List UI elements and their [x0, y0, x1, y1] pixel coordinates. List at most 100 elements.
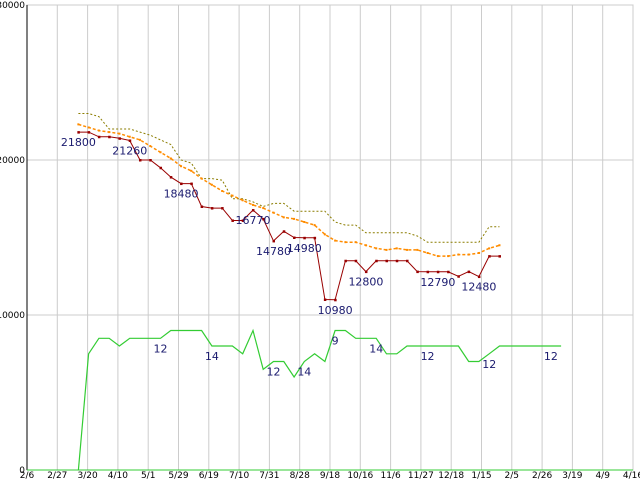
series-average-point	[447, 255, 450, 258]
price-data-label: 12480	[461, 281, 496, 294]
series-price-point	[128, 139, 132, 142]
count-data-label: 12	[482, 358, 496, 371]
x-tick-label: 5/29	[168, 471, 188, 480]
x-tick-label: 3/19	[562, 471, 582, 480]
series-average-point	[77, 123, 80, 126]
x-tick-label: 11/6	[380, 471, 400, 480]
series-price-point	[406, 259, 409, 263]
series-average-point	[375, 247, 378, 250]
series-price-point	[118, 137, 121, 140]
series-price-point	[426, 270, 430, 274]
series-average-point	[498, 244, 501, 247]
series-average-point	[190, 169, 193, 172]
series-average-point	[241, 199, 244, 202]
x-tick-label: 4/10	[108, 471, 128, 480]
series-average-point	[385, 248, 388, 251]
series-price-point	[200, 205, 204, 208]
series-average-point	[395, 247, 398, 250]
series-average-point	[87, 126, 90, 129]
series-count-line	[77, 328, 562, 471]
x-tick-label: 4/9	[595, 471, 610, 480]
series-price-point	[395, 259, 399, 263]
series-average-point	[221, 190, 224, 192]
series-price-point	[251, 209, 255, 212]
y-tick-label: 30000	[0, 1, 25, 11]
x-tick-label: 4/16	[623, 471, 640, 480]
series-average-point	[118, 132, 121, 135]
series-average-point	[354, 241, 357, 244]
series-price-point	[457, 275, 460, 278]
series-average-point	[149, 145, 152, 148]
x-tick-label: 6/19	[199, 471, 219, 480]
x-tick-label: 1/15	[471, 471, 491, 480]
series-average-point	[180, 165, 183, 168]
series-price-point	[293, 236, 296, 239]
price-data-label: 18480	[164, 188, 199, 201]
count-data-label: 14	[205, 350, 219, 363]
series-average-line	[78, 123, 500, 257]
series-average-point	[128, 135, 131, 138]
series-price-point	[190, 182, 193, 186]
price-data-label: 12800	[348, 276, 383, 289]
series-price-point	[447, 270, 450, 274]
series-average-point	[138, 138, 141, 141]
x-tick-label: 8/28	[290, 471, 310, 480]
x-tick-label: 7/10	[229, 471, 249, 480]
x-tick-label: 2/5	[505, 471, 519, 480]
series-average-point	[293, 217, 296, 220]
y-tick-label: 0	[19, 466, 25, 476]
series-price-point	[138, 159, 142, 162]
series-average-point	[323, 233, 326, 236]
series-average-point	[467, 253, 470, 256]
series-price-point	[375, 259, 378, 263]
price-data-label: 14980	[287, 242, 322, 255]
y-tick-label: 20000	[0, 156, 25, 166]
series-average-point	[426, 252, 429, 254]
series-average-point	[210, 183, 213, 186]
series-price-point	[262, 217, 265, 221]
series-price-point	[149, 159, 152, 162]
series-average-point	[303, 221, 306, 223]
series-average-point	[169, 157, 172, 160]
series-average-point	[488, 247, 491, 250]
x-tick-label: 5/1	[141, 471, 155, 480]
series-price-point	[169, 176, 173, 179]
x-tick-label: 2/26	[532, 471, 552, 480]
x-tick-label: 2/6	[20, 471, 35, 480]
series-price-point	[498, 255, 501, 258]
count-data-label: 12	[421, 350, 435, 363]
series-average-point	[477, 252, 480, 254]
count-data-label: 12	[267, 366, 281, 379]
series-average-point	[272, 211, 275, 214]
series-average-point	[97, 129, 100, 132]
series-price-point	[231, 219, 234, 222]
series-price-point	[180, 182, 183, 186]
series-average-point	[313, 224, 316, 227]
series-price-point	[210, 207, 214, 210]
series-price-point	[87, 131, 91, 134]
series-average-point	[436, 255, 439, 258]
series-price-point	[313, 236, 317, 240]
series-price-point	[108, 135, 111, 139]
series-price-point	[488, 255, 491, 258]
series-upper-line	[78, 113, 500, 243]
series-price-point	[364, 270, 368, 274]
series-price-point	[303, 236, 306, 240]
series-price-line	[78, 131, 500, 301]
series-average-point	[262, 207, 265, 210]
series-price-point	[354, 259, 358, 263]
series-price-point	[467, 270, 471, 274]
price-data-label: 16770	[235, 214, 270, 227]
series-average-point	[364, 244, 367, 247]
series-price-point	[323, 298, 327, 301]
series-price-point	[241, 219, 245, 222]
count-data-label: 9	[332, 335, 339, 348]
series-price-point	[97, 135, 101, 139]
count-data-label: 14	[369, 342, 383, 355]
series-average-point	[159, 151, 162, 154]
series-average-point	[457, 253, 460, 256]
series-average-point	[200, 177, 203, 180]
